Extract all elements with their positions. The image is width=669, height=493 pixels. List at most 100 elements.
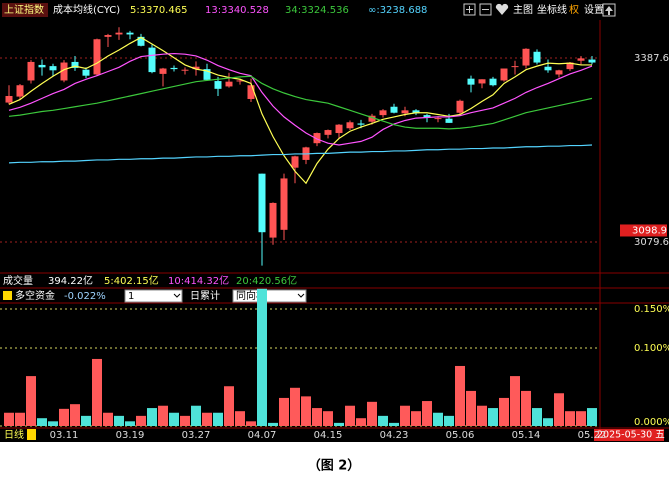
candle-body: [16, 85, 24, 97]
index-name: 上证指数: [4, 3, 44, 16]
x-tick-label: 03.19: [116, 430, 145, 441]
zoom-in-glyph: [466, 6, 473, 13]
candle-body: [412, 110, 420, 114]
bar: [444, 415, 454, 426]
candle-body: [181, 69, 189, 71]
ma-line: [8, 52, 593, 146]
candle-body: [511, 66, 519, 68]
bar: [422, 401, 432, 426]
period-icon[interactable]: [27, 429, 36, 440]
toolbar-button[interactable]: 权: [569, 3, 579, 16]
candle-body: [500, 68, 508, 81]
bar: [411, 411, 421, 426]
legend-entry: 13:3340.528: [205, 5, 269, 16]
volume-ma: 20:420.56亿: [236, 274, 297, 287]
bar: [257, 288, 267, 426]
candle-body: [291, 156, 299, 168]
bar: [268, 422, 278, 426]
bar: [4, 412, 14, 426]
candle-body: [49, 66, 57, 71]
bar: [565, 411, 575, 426]
candle-body: [5, 95, 13, 103]
candle-body: [60, 62, 68, 81]
bar: [235, 411, 245, 426]
bar: [15, 412, 25, 426]
x-tick-label: 05.22: [578, 430, 607, 441]
bar: [587, 408, 597, 426]
bar: [455, 365, 465, 426]
candle-body: [390, 106, 398, 113]
bar: [576, 411, 586, 426]
toolbar-button[interactable]: 坐标线: [537, 3, 567, 16]
bar: [202, 412, 212, 426]
bar: [367, 401, 377, 426]
candle-body: [27, 61, 35, 81]
bar: [290, 387, 300, 426]
x-tick-label: 04.23: [380, 430, 409, 441]
y-tick-label: 3387.6: [634, 53, 669, 64]
bar: [433, 412, 443, 426]
candle-body: [445, 118, 453, 123]
bar: [103, 412, 113, 426]
x-tick-label: 05.06: [446, 430, 475, 441]
favorite[interactable]: [495, 3, 509, 16]
candle-body: [225, 81, 233, 87]
bar: [389, 422, 399, 426]
candle-body: [577, 58, 585, 61]
price-marker-label: 3098.9: [632, 225, 667, 236]
bar: [114, 415, 124, 426]
toolbar-button[interactable]: 主图: [513, 4, 533, 16]
ma-line: [8, 144, 593, 164]
index-tab[interactable]: [2, 3, 48, 17]
caption: （图 2）: [308, 458, 361, 474]
help-icon[interactable]: [3, 291, 12, 300]
x-tick-label: 03.11: [50, 430, 79, 441]
bar: [224, 386, 234, 426]
y-tick-label: 0.000%: [634, 417, 669, 428]
candle-body: [126, 32, 134, 35]
bar: [466, 390, 476, 426]
bar: [488, 408, 498, 426]
bar: [499, 397, 509, 426]
candle-body: [115, 32, 123, 35]
bar: [191, 405, 201, 426]
bar: [554, 393, 564, 426]
bar: [59, 408, 69, 426]
x-tick-label: 04.07: [248, 430, 277, 441]
bar: [37, 418, 47, 426]
candle-body: [258, 173, 266, 233]
candle-body: [236, 80, 244, 82]
volume-value: 394.22亿: [48, 274, 93, 287]
volume-ma: 5:402.15亿: [104, 274, 159, 287]
zoom-out[interactable]: [479, 3, 492, 16]
candle-body: [214, 81, 222, 89]
expand[interactable]: [602, 3, 616, 17]
candle-body: [170, 67, 178, 70]
bar: [543, 418, 553, 426]
candle-body: [533, 51, 541, 63]
candle-body: [137, 36, 145, 46]
candle-body: [434, 118, 442, 120]
candle-body: [478, 79, 486, 84]
candle-body: [588, 59, 596, 63]
zoom-in[interactable]: [463, 3, 476, 16]
candle-body: [269, 202, 277, 238]
legend-entry: 34:3324.536: [285, 5, 349, 16]
toolbar-button[interactable]: 设置: [584, 4, 604, 16]
x-tick-label: 04.15: [314, 430, 343, 441]
volume-ma: 10:414.32亿: [168, 274, 229, 287]
period-label: 日线: [4, 428, 24, 441]
candle-body: [203, 69, 211, 80]
bar: [26, 376, 36, 426]
bar: [213, 412, 223, 426]
bar: [378, 415, 388, 426]
mode-label: 日累计: [190, 289, 220, 302]
x-tick-label: 05.14: [512, 430, 541, 441]
bar: [246, 421, 256, 426]
period-select[interactable]: [124, 289, 183, 303]
indicator-title: 多空资金: [15, 289, 55, 302]
indicator-value: -0.022%: [64, 291, 106, 302]
style-select[interactable]: [232, 289, 307, 303]
